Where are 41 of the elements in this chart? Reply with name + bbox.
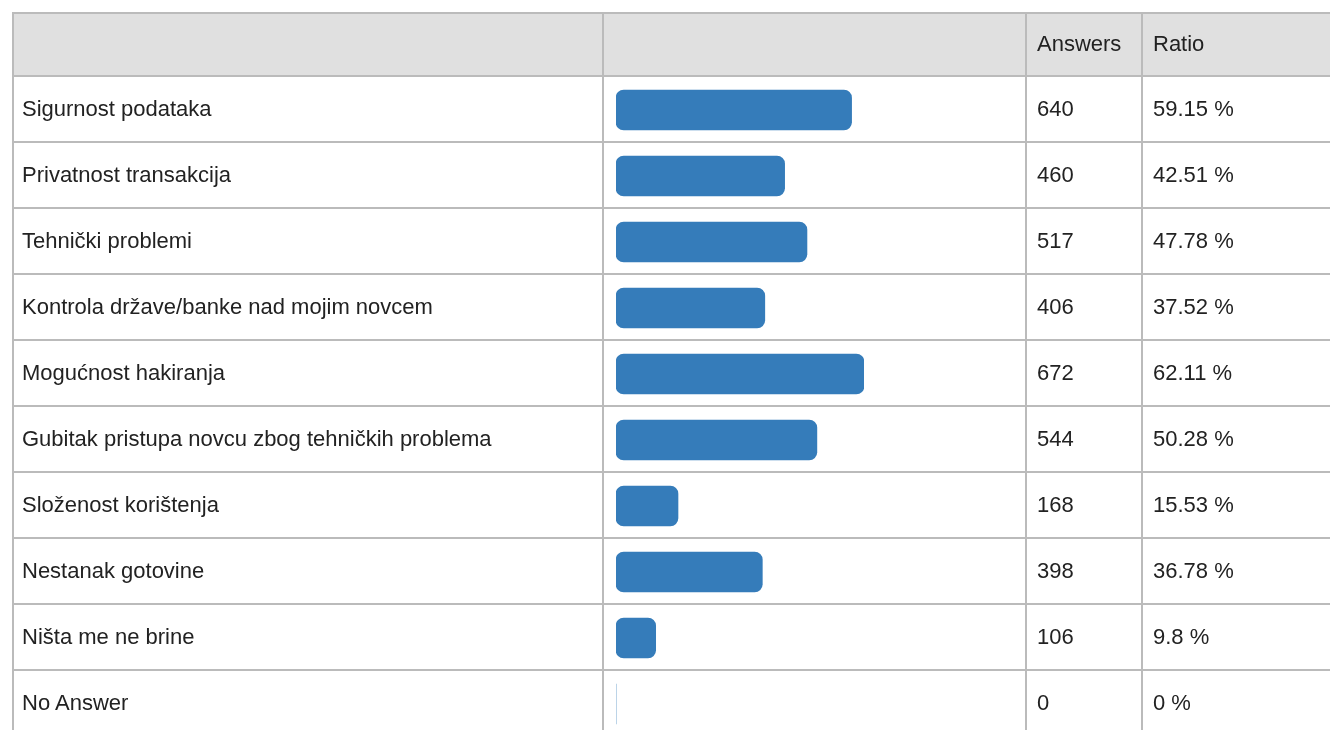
y-tick-label: Nestanak gotovine bbox=[12, 539, 604, 605]
bar bbox=[616, 89, 852, 131]
text: 9.8 % bbox=[1143, 605, 1330, 671]
text: 47.78 % bbox=[1143, 209, 1330, 275]
text: 59.15 % bbox=[1143, 77, 1330, 143]
text: 15.53 % bbox=[1143, 473, 1330, 539]
text: Answers bbox=[1027, 12, 1143, 77]
bar bbox=[616, 617, 657, 659]
bar bbox=[616, 419, 818, 461]
y-tick-label: Sigurnost podataka bbox=[12, 77, 604, 143]
y-tick-label: Privatnost transakcija bbox=[12, 143, 604, 209]
bar bbox=[616, 551, 763, 593]
bar bbox=[616, 353, 864, 395]
text: 0 bbox=[1027, 671, 1143, 730]
bar bbox=[616, 287, 766, 329]
text: Ratio bbox=[1143, 12, 1330, 77]
text: 672 bbox=[1027, 341, 1143, 407]
y-tick-label: Mogućnost hakiranja bbox=[12, 341, 604, 407]
y-tick-label: No Answer bbox=[12, 671, 604, 730]
y-tick-label: Gubitak pristupa novcu zbog tehničkih problema bbox=[12, 407, 604, 473]
y-tick-label: Tehnički problemi bbox=[12, 209, 604, 275]
text: 37.52 % bbox=[1143, 275, 1330, 341]
text: 106 bbox=[1027, 605, 1143, 671]
text: 460 bbox=[1027, 143, 1143, 209]
text: 42.51 % bbox=[1143, 143, 1330, 209]
text: 544 bbox=[1027, 407, 1143, 473]
text: 398 bbox=[1027, 539, 1143, 605]
text: 36.78 % bbox=[1143, 539, 1330, 605]
text: 62.11 % bbox=[1143, 341, 1330, 407]
text: 0 % bbox=[1143, 671, 1330, 730]
bar bbox=[616, 155, 785, 197]
text: 517 bbox=[1027, 209, 1143, 275]
bar bbox=[616, 485, 679, 527]
y-tick-label: Kontrola države/banke nad mojim novcem bbox=[12, 275, 604, 341]
text: 50.28 % bbox=[1143, 407, 1330, 473]
text: 640 bbox=[1027, 77, 1143, 143]
y-tick-label: Složenost korištenja bbox=[12, 473, 604, 539]
bar bbox=[616, 221, 808, 263]
text: 168 bbox=[1027, 473, 1143, 539]
text: 406 bbox=[1027, 275, 1143, 341]
y-tick-label: Ništa me ne brine bbox=[12, 605, 604, 671]
